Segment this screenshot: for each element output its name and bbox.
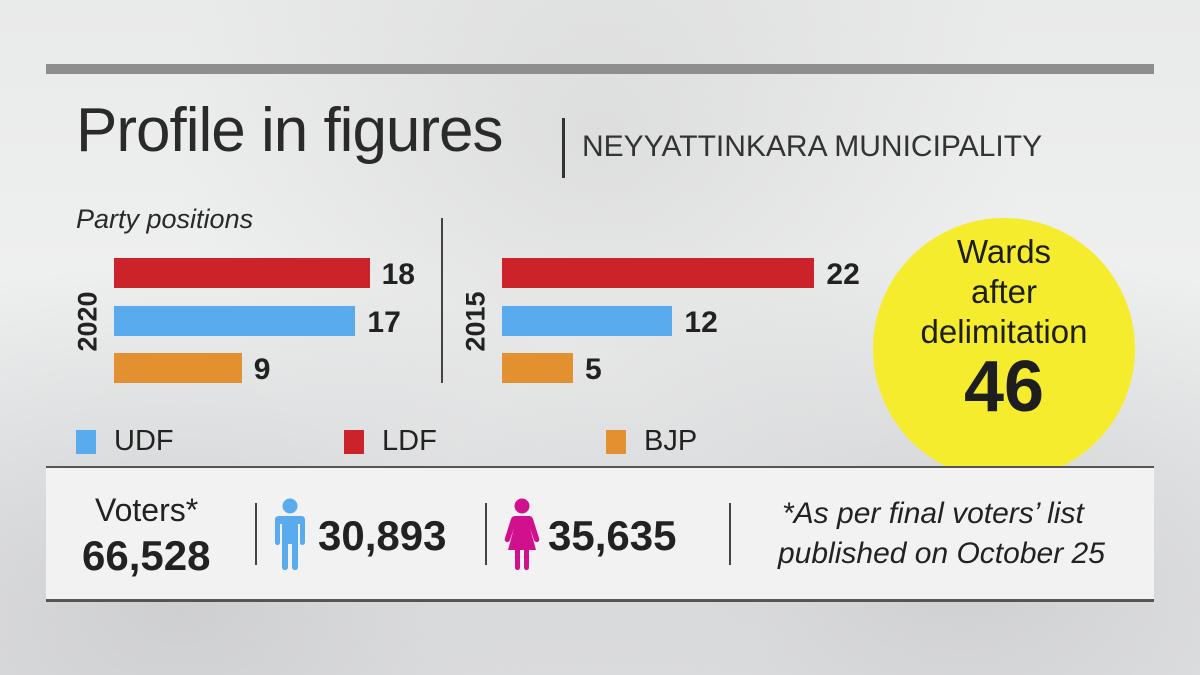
voters-divider-2 bbox=[485, 503, 487, 565]
wards-line2: after bbox=[970, 273, 1038, 310]
bar-value-2015-ldf: 22 bbox=[826, 258, 860, 291]
year-label-2020: 2020 bbox=[72, 291, 103, 352]
wards-circle: Wards after delimitation 46 bbox=[873, 218, 1135, 480]
legend-udf: UDF bbox=[76, 425, 174, 458]
wards-line3: delimitation bbox=[920, 313, 1088, 350]
bar-value-2020-ldf: 18 bbox=[381, 258, 415, 291]
title-divider bbox=[562, 118, 565, 178]
legend-swatch-ldf bbox=[344, 429, 364, 454]
voters-footnote: *As per final voters’ list published on … bbox=[778, 494, 1105, 574]
legend-ldf: LDF bbox=[344, 425, 437, 458]
wards-count: 46 bbox=[963, 347, 1045, 427]
voters-divider-3 bbox=[729, 503, 731, 565]
year-label-2015: 2015 bbox=[460, 291, 491, 352]
legend-swatch-udf bbox=[76, 429, 96, 454]
legend-swatch-bjp bbox=[606, 429, 626, 454]
bar-2020-bjp bbox=[114, 353, 242, 383]
bar-2015-ldf bbox=[502, 258, 815, 288]
voters-label: Voters* bbox=[95, 492, 199, 528]
page-subtitle: NEYYATTINKARA MUNICIPALITY bbox=[582, 130, 1043, 163]
bar-value-2015-bjp: 5 bbox=[585, 353, 602, 386]
legend-label-udf: UDF bbox=[114, 425, 174, 457]
voters-top-rule bbox=[46, 466, 1154, 468]
voters-total: 66,528 bbox=[82, 532, 211, 579]
bar-2015-udf bbox=[502, 306, 673, 336]
voters-panel bbox=[46, 468, 1154, 599]
chart-divider bbox=[441, 218, 443, 383]
voters-bottom-rule bbox=[46, 599, 1154, 602]
page-title: Profile in figures bbox=[76, 96, 504, 165]
bar-2015-bjp bbox=[502, 353, 573, 383]
voters-divider-1 bbox=[255, 503, 257, 565]
legend-label-ldf: LDF bbox=[382, 425, 437, 457]
top-rule bbox=[46, 64, 1154, 74]
male-person-icon bbox=[275, 498, 305, 570]
legend-label-bjp: BJP bbox=[644, 425, 698, 457]
footnote-line2: published on October 25 bbox=[778, 537, 1105, 570]
female-person-icon bbox=[504, 498, 540, 570]
wards-line1: Wards bbox=[956, 233, 1052, 270]
footnote-line1: *As per final voters’ list bbox=[782, 497, 1084, 530]
chart-title: Party positions bbox=[76, 204, 254, 234]
bar-2020-udf bbox=[114, 306, 356, 336]
legend-bjp: BJP bbox=[606, 425, 697, 458]
bar-2020-ldf bbox=[114, 258, 370, 288]
bar-value-2020-bjp: 9 bbox=[253, 353, 271, 386]
bar-value-2020-udf: 17 bbox=[367, 306, 401, 339]
female-voters: 35,635 bbox=[548, 512, 677, 559]
male-voters: 30,893 bbox=[318, 512, 447, 559]
bar-value-2015-udf: 12 bbox=[684, 306, 718, 339]
